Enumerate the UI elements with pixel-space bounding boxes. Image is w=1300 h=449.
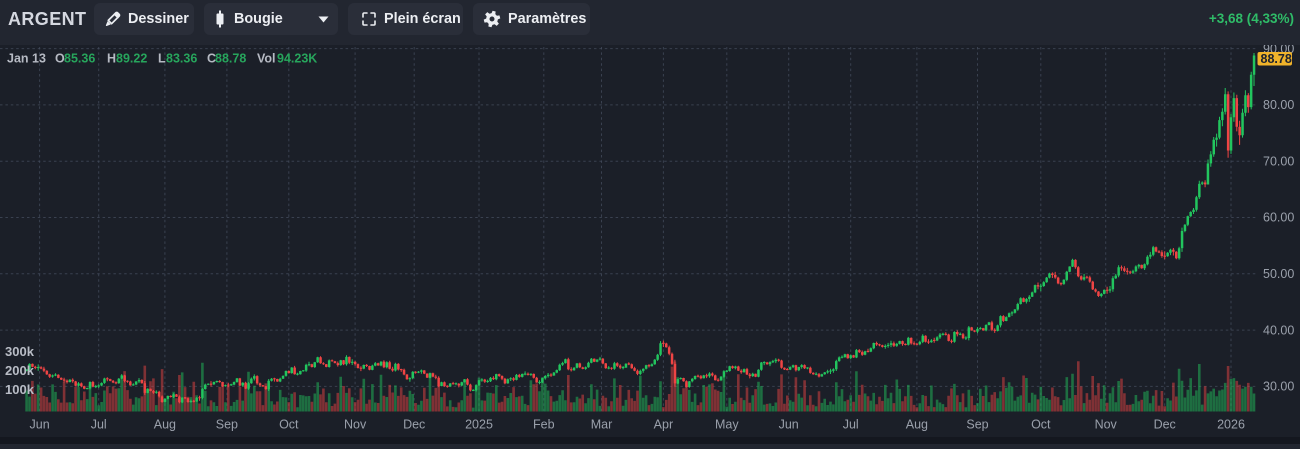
- svg-text:40.00: 40.00: [1263, 323, 1294, 337]
- svg-text:83.36: 83.36: [166, 52, 197, 66]
- svg-text:Apr: Apr: [654, 418, 673, 432]
- svg-text:88.78: 88.78: [1261, 52, 1292, 66]
- svg-text:88.78: 88.78: [215, 52, 246, 66]
- svg-text:Jul: Jul: [91, 418, 107, 432]
- svg-text:Jul: Jul: [843, 418, 859, 432]
- svg-text:Nov: Nov: [344, 418, 367, 432]
- svg-text:80.00: 80.00: [1263, 98, 1294, 112]
- svg-text:O: O: [55, 52, 65, 66]
- svg-text:30.00: 30.00: [1263, 380, 1294, 394]
- svg-text:89.22: 89.22: [116, 52, 147, 66]
- svg-text:Mar: Mar: [591, 418, 613, 432]
- svg-text:200k: 200k: [5, 363, 35, 378]
- svg-text:Feb: Feb: [533, 418, 555, 432]
- svg-text:Aug: Aug: [154, 418, 176, 432]
- svg-text:Jan 13: Jan 13: [7, 52, 46, 66]
- svg-text:94.23K: 94.23K: [277, 52, 317, 66]
- svg-text:Aug: Aug: [906, 418, 928, 432]
- svg-text:Oct: Oct: [1031, 418, 1051, 432]
- svg-text:Sep: Sep: [966, 418, 988, 432]
- svg-text:Jun: Jun: [779, 418, 799, 432]
- svg-text:Jun: Jun: [30, 418, 50, 432]
- svg-text:Dec: Dec: [1154, 418, 1176, 432]
- svg-text:85.36: 85.36: [64, 52, 95, 66]
- svg-text:60.00: 60.00: [1263, 211, 1294, 225]
- svg-text:100k: 100k: [5, 382, 35, 397]
- svg-text:50.00: 50.00: [1263, 267, 1294, 281]
- svg-text:300k: 300k: [5, 344, 35, 359]
- svg-text:L: L: [158, 52, 166, 66]
- svg-text:C: C: [207, 52, 216, 66]
- svg-text:Oct: Oct: [279, 418, 299, 432]
- svg-text:Sep: Sep: [216, 418, 238, 432]
- svg-text:Nov: Nov: [1095, 418, 1118, 432]
- svg-text:Vol: Vol: [257, 52, 276, 66]
- svg-text:70.00: 70.00: [1263, 154, 1294, 168]
- svg-text:May: May: [715, 418, 739, 432]
- svg-text:H: H: [107, 52, 116, 66]
- svg-text:Dec: Dec: [403, 418, 425, 432]
- svg-text:2025: 2025: [465, 418, 493, 432]
- svg-text:2026: 2026: [1217, 418, 1245, 432]
